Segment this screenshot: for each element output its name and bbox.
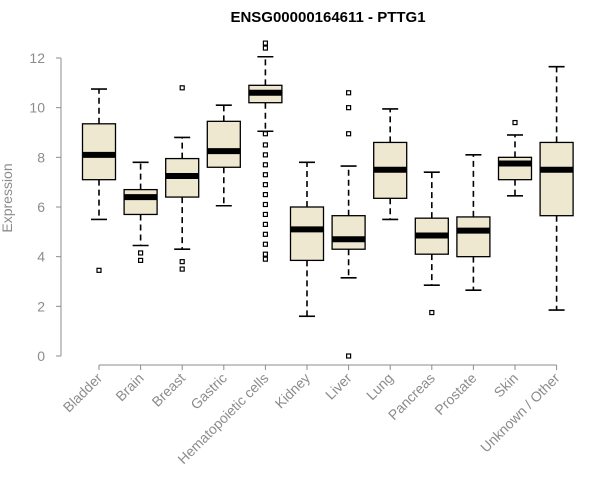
y-axis: 0 2 4 6 8 10 12 (29, 50, 62, 364)
box-group (123, 161, 158, 263)
box-group (539, 65, 574, 311)
box (123, 188, 158, 216)
outlier-point (512, 119, 518, 126)
y-tick-label: 4 (37, 249, 45, 265)
box (331, 215, 366, 250)
box (289, 206, 325, 262)
outlier-point (262, 256, 268, 262)
x-tick-label: Brain (112, 370, 146, 404)
outlier-point (262, 231, 268, 237)
outlier-point (262, 201, 268, 208)
x-tick-label: Prostate (431, 370, 479, 418)
x-tick-label: Liver (322, 370, 355, 403)
box-group (248, 40, 283, 262)
outlier-point (138, 257, 144, 263)
box-group (331, 90, 366, 359)
outlier-point (262, 40, 268, 46)
box-group (165, 85, 200, 272)
outlier-point (429, 309, 435, 316)
outlier-point (262, 142, 268, 148)
outlier-point (262, 172, 268, 178)
outlier-point (262, 131, 268, 137)
y-tick-label: 10 (29, 100, 45, 116)
box (539, 141, 574, 217)
outlier-point (262, 241, 268, 247)
outlier-point (262, 182, 268, 188)
box-group (456, 154, 491, 291)
x-tick-label: Breast (148, 370, 188, 410)
y-tick-label: 2 (37, 298, 45, 314)
y-tick-label: 12 (29, 50, 45, 66)
outlier-point (262, 211, 268, 218)
outlier-point (262, 152, 268, 158)
x-tick-label: Bladder (60, 370, 106, 416)
outlier-point (179, 85, 185, 91)
outlier-point (138, 250, 144, 256)
x-tick-label: Unknown / Other (477, 370, 563, 456)
y-tick-label: 6 (37, 199, 45, 215)
box-group (289, 161, 325, 318)
box-group (206, 104, 241, 207)
box (206, 120, 241, 168)
y-tick-label: 8 (37, 149, 45, 165)
outlier-point (262, 45, 268, 51)
box-series (81, 40, 574, 359)
box (81, 123, 117, 181)
y-axis-label: Expression (0, 163, 15, 232)
y-tick-label: 0 (37, 348, 45, 364)
outlier-point (262, 162, 268, 168)
box-group (373, 108, 408, 221)
outlier-point (262, 251, 268, 257)
outlier-point (346, 105, 352, 111)
x-tick-label: Lung (363, 370, 396, 403)
box-group (497, 119, 533, 197)
box-group (81, 88, 117, 273)
chart-title: ENSG00000164611 - PTTG1 (230, 9, 425, 26)
outlier-point (262, 191, 268, 198)
outlier-point (346, 90, 352, 96)
outlier-point (179, 266, 185, 272)
outlier-point (96, 267, 102, 273)
outlier-point (179, 259, 185, 265)
box-group (414, 171, 449, 316)
outlier-point (346, 131, 352, 137)
x-tick-label: Kidney (272, 370, 314, 412)
box (456, 216, 491, 258)
outlier-point (346, 353, 352, 359)
x-tick-label: Skin (491, 370, 522, 401)
outlier-point (262, 221, 268, 227)
